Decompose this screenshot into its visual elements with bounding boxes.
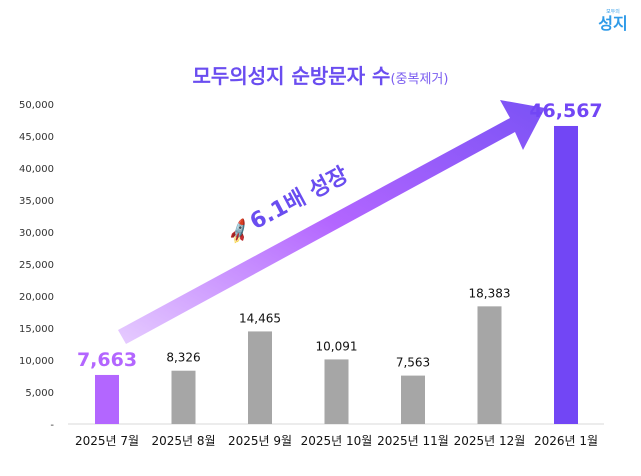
bar (248, 331, 272, 424)
bar-value-label: 10,091 (316, 339, 358, 353)
x-tick-label: 2026년 1월 (534, 434, 598, 448)
x-tick-label: 2025년 8월 (151, 434, 215, 448)
y-tick-label: 20,000 (19, 292, 54, 303)
y-tick-label: 5,000 (25, 388, 54, 399)
bar (477, 306, 502, 424)
logo-small-text: 모두의 (606, 9, 620, 15)
y-tick-label: - (50, 420, 54, 431)
bar-value-label: 18,383 (469, 286, 511, 300)
bar-value-label: 14,465 (239, 311, 281, 325)
bar-value-label: 46,567 (529, 100, 602, 122)
chart-title-sub: (중복제거) (390, 72, 449, 87)
x-tick-label: 2025년 10월 (301, 434, 373, 448)
x-tick-label: 2025년 12월 (454, 434, 526, 448)
y-tick-label: 45,000 (19, 132, 54, 143)
bar-value-label: 7,663 (77, 349, 137, 371)
y-tick-label: 40,000 (19, 164, 54, 175)
x-tick-label: 2025년 11월 (377, 434, 449, 448)
bar (171, 370, 196, 424)
y-tick-label: 50,000 (19, 100, 54, 111)
y-tick-label: 25,000 (19, 260, 54, 271)
y-tick-label: 35,000 (19, 196, 54, 207)
bar (554, 125, 578, 425)
x-tick-label: 2025년 7월 (75, 434, 139, 448)
logo-text: 성지 (598, 14, 628, 33)
bar-value-label: 7,563 (396, 356, 430, 370)
growth-arrow (118, 100, 545, 344)
bar (324, 359, 349, 424)
bar (95, 374, 119, 424)
growth-arrow-shape (118, 100, 545, 344)
chart-title-main: 모두의성지 순방문자 수 (192, 64, 391, 88)
y-tick-label: 10,000 (19, 356, 54, 367)
y-tick-label: 30,000 (19, 228, 54, 239)
chart-title: 모두의성지 순방문자 수(중복제거) (0, 60, 641, 89)
bar (401, 375, 425, 424)
brand-logo: 모두의 성지 (596, 8, 630, 33)
y-tick-label: 15,000 (19, 324, 54, 335)
x-tick-label: 2025년 9월 (228, 434, 292, 448)
bar-value-label: 8,326 (166, 351, 200, 365)
